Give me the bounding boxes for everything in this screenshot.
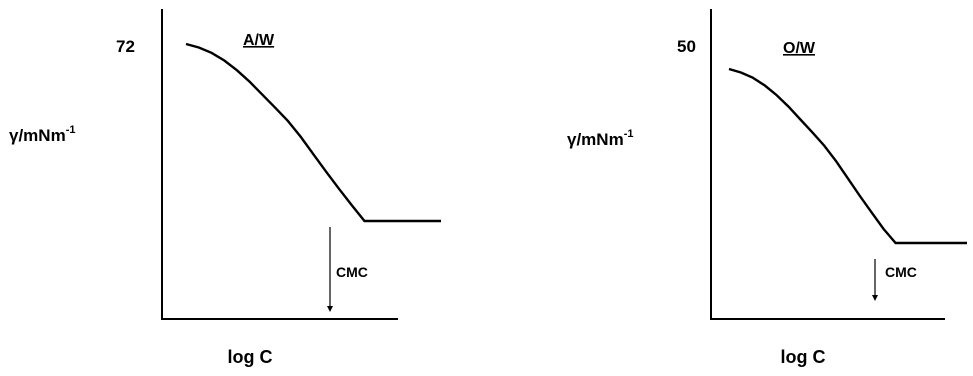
y-tick-label: 72 [116, 37, 135, 56]
x-axis-label: log C [781, 347, 826, 367]
cmc-arrowhead [327, 306, 333, 312]
cmc-arrowhead [872, 295, 878, 301]
panel-label: A/W [243, 32, 275, 49]
surface-tension-curve [728, 67, 967, 245]
panel-label: O/W [783, 40, 816, 57]
x-axis-label: log C [228, 347, 273, 367]
cmc-annotation: CMC [336, 264, 368, 280]
cmc-annotation: CMC [885, 264, 917, 280]
chart-panel-aw: 72 A/W γ/mNm-1 log C CMC [9, 9, 441, 367]
y-axis-label: γ/mNm-1 [567, 128, 633, 149]
chart-panel-ow: 50 O/W γ/mNm-1 log C CMC [567, 9, 967, 367]
y-tick-label: 50 [677, 37, 696, 56]
surface-tension-curve [185, 42, 441, 223]
y-axis-label: γ/mNm-1 [9, 124, 75, 145]
